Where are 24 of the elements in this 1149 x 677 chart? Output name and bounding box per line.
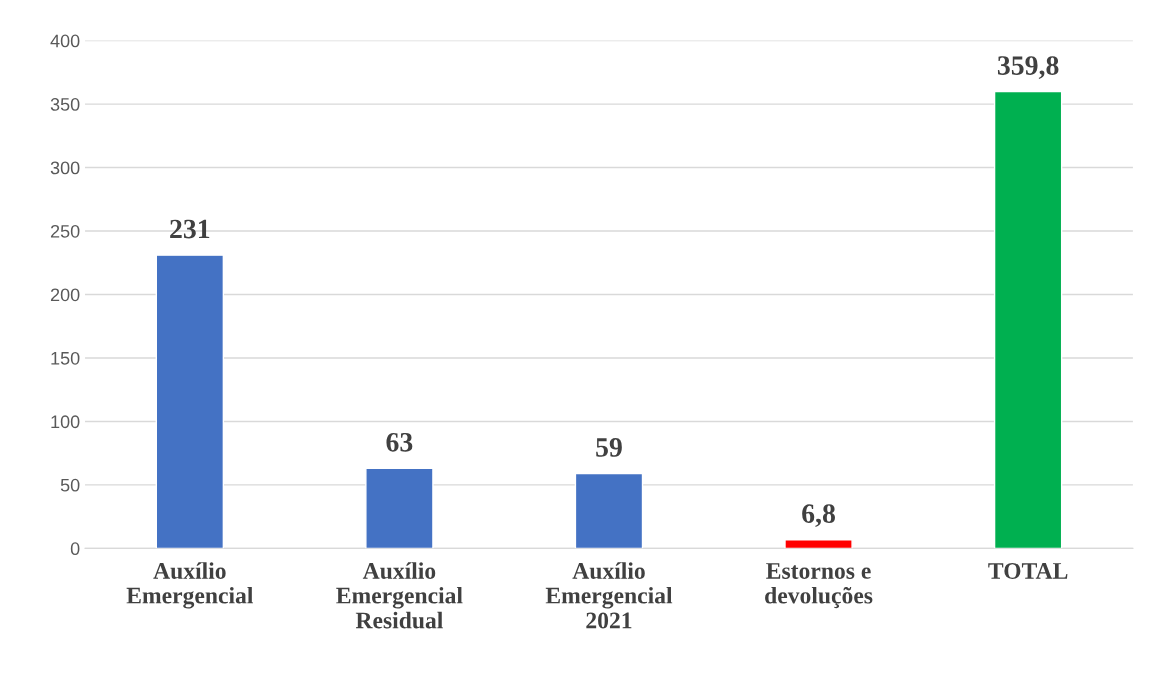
bar bbox=[993, 90, 1063, 549]
x-tick-label: Auxílio Emergencial bbox=[126, 562, 254, 609]
y-tick-label: 300 bbox=[50, 161, 80, 175]
data-label: 359,8 bbox=[997, 56, 1059, 79]
data-label: 59 bbox=[596, 438, 622, 457]
bar bbox=[365, 467, 434, 549]
y-tick-label: 400 bbox=[50, 34, 80, 48]
x-tick-label: Auxílio Emergencial Residual bbox=[336, 562, 463, 629]
y-tick-label: 150 bbox=[51, 351, 80, 365]
y-tick-label: 50 bbox=[60, 478, 80, 492]
data-label: 63 bbox=[386, 432, 413, 452]
y-tick-label: 100 bbox=[51, 415, 80, 429]
data-label: 231 bbox=[170, 219, 210, 239]
bar bbox=[155, 254, 225, 549]
y-tick-label: 250 bbox=[50, 224, 80, 238]
y-tick-label: 350 bbox=[50, 98, 80, 111]
x-tick-label: TOTAL bbox=[988, 563, 1068, 579]
bar bbox=[574, 472, 644, 549]
y-tick-label: 200 bbox=[50, 288, 80, 302]
x-tick-label: Estornos e devoluções bbox=[765, 563, 873, 609]
y-tick-label: 0 bbox=[70, 542, 80, 556]
bar bbox=[784, 539, 853, 549]
data-label: 6,8 bbox=[802, 504, 835, 528]
x-tick-label: Auxílio Emergencial 2021 bbox=[545, 562, 673, 629]
